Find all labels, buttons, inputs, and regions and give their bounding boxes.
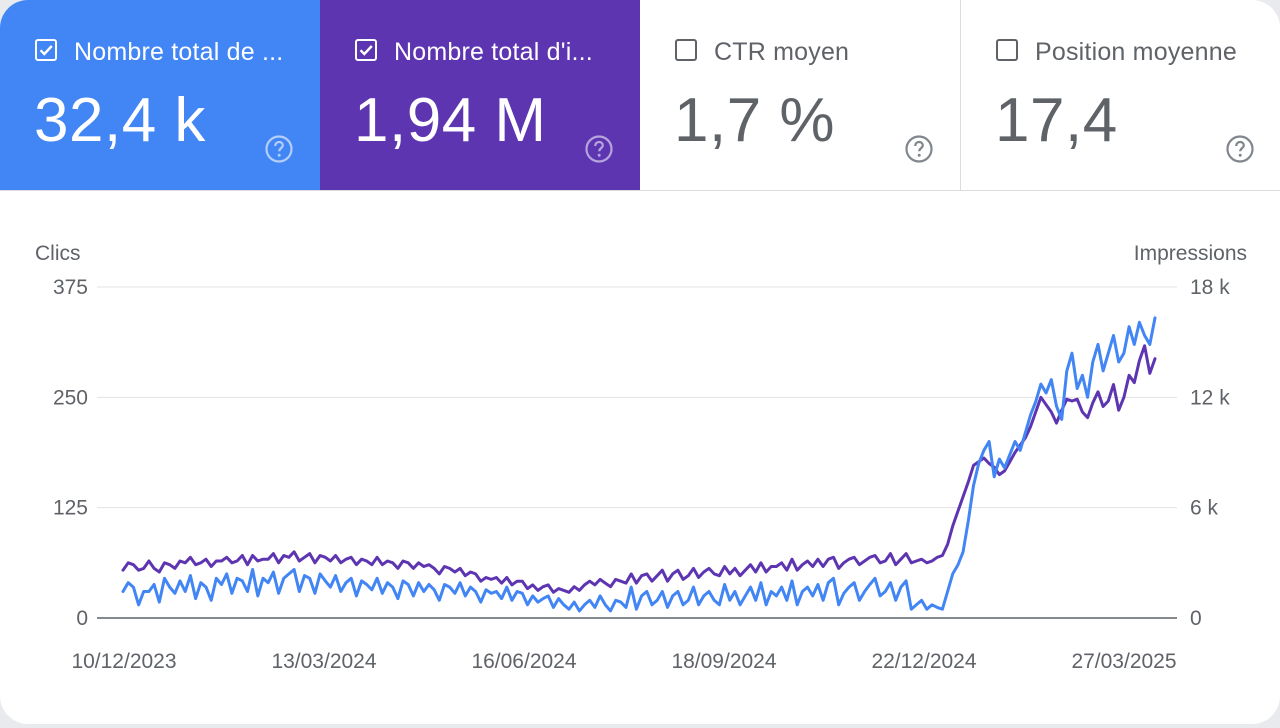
y-tick-label-right: 6 k bbox=[1190, 497, 1219, 520]
line-chart: Clics Impressions 0 0 125 6 k 250 12 k 375 18 k… bbox=[35, 242, 1247, 673]
metric-value: 32,4 k bbox=[34, 86, 206, 155]
metric-label: CTR moyen bbox=[714, 38, 850, 66]
metric-card-clicks[interactable]: Nombre total de ... 32,4 k bbox=[0, 0, 320, 190]
metric-value: 1,7 % bbox=[674, 86, 836, 155]
metric-label: Nombre total de ... bbox=[74, 38, 284, 66]
help-circle-icon[interactable] bbox=[904, 134, 934, 164]
help-circle-icon[interactable] bbox=[264, 134, 294, 164]
y-tick-label-right: 12 k bbox=[1190, 386, 1230, 409]
help-circle-icon[interactable] bbox=[584, 134, 614, 164]
x-tick-label: 18/09/2024 bbox=[671, 650, 776, 673]
series-lines bbox=[121, 316, 1157, 613]
impressions-series-line bbox=[121, 344, 1157, 594]
x-tick-label: 10/12/2023 bbox=[71, 650, 176, 673]
y-axis-label-left: Clics bbox=[35, 242, 81, 265]
y-tick-label-left: 375 bbox=[53, 276, 88, 299]
y-tick-label-right: 0 bbox=[1190, 607, 1202, 630]
y-tick-label-left: 0 bbox=[76, 607, 88, 630]
clicks-series-line bbox=[121, 316, 1157, 613]
x-tick-label: 13/03/2024 bbox=[271, 650, 376, 673]
metric-label: Position moyenne bbox=[1035, 38, 1237, 66]
y-axis-label-right: Impressions bbox=[1134, 242, 1247, 265]
checkbox-unchecked-icon[interactable] bbox=[996, 39, 1018, 61]
checkbox-checked-icon[interactable] bbox=[355, 39, 377, 61]
x-tick-labels: 10/12/2023 13/03/2024 16/06/2024 18/09/2024… bbox=[71, 650, 1176, 673]
y-tick-label-left: 125 bbox=[53, 497, 88, 520]
metric-card-impressions[interactable]: Nombre total d'i... 1,94 M bbox=[320, 0, 640, 190]
chart-area: Clics Impressions 0 0 125 6 k 250 12 k 375 18 k… bbox=[0, 191, 1280, 724]
metric-label: Nombre total d'i... bbox=[394, 38, 593, 66]
checkbox-checked-icon[interactable] bbox=[35, 39, 57, 61]
x-tick-label: 22/12/2024 bbox=[871, 650, 976, 673]
y-tick-labels: 0 0 125 6 k 250 12 k 375 18 k bbox=[53, 276, 1230, 630]
metric-tabs: Nombre total de ... 32,4 k Nombre total … bbox=[0, 0, 1280, 191]
checkbox-unchecked-icon[interactable] bbox=[675, 39, 697, 61]
metric-card-position[interactable]: Position moyenne 17,4 bbox=[960, 0, 1280, 190]
x-tick-label: 16/06/2024 bbox=[471, 650, 576, 673]
metric-value: 1,94 M bbox=[354, 86, 547, 155]
help-circle-icon[interactable] bbox=[1225, 134, 1255, 164]
gridlines bbox=[97, 286, 1177, 619]
x-tick-label: 27/03/2025 bbox=[1071, 650, 1176, 673]
metric-value: 17,4 bbox=[995, 86, 1118, 155]
metric-card-ctr[interactable]: CTR moyen 1,7 % bbox=[640, 0, 960, 190]
y-tick-label-right: 18 k bbox=[1190, 276, 1230, 299]
y-tick-label-left: 250 bbox=[53, 386, 88, 409]
